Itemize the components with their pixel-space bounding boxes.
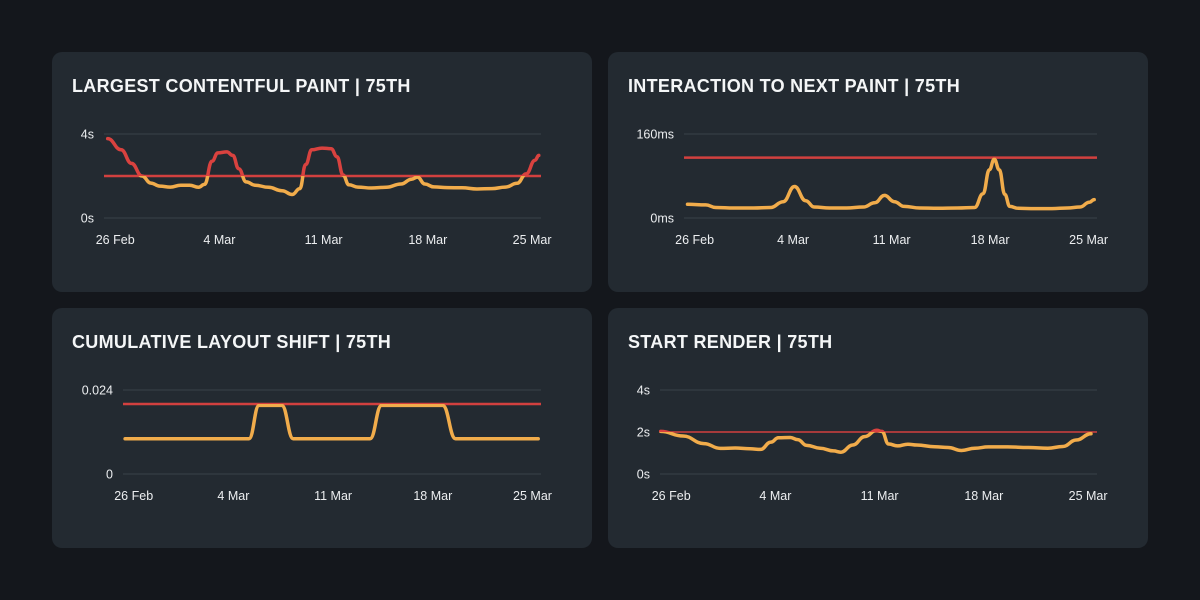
x-axis-label: 18 Mar: [964, 489, 1003, 503]
x-axis-label: 4 Mar: [203, 233, 235, 247]
series-line-below-budget: [685, 157, 1096, 211]
y-axis-label: 0.024: [82, 384, 113, 398]
y-axis-label: 4s: [637, 384, 650, 398]
series-line-below-budget: [138, 176, 526, 197]
x-axis-label: 11 Mar: [861, 489, 899, 503]
x-axis-label: 26 Feb: [114, 489, 153, 503]
start-render-chart-title: START RENDER | 75TH: [628, 332, 833, 352]
series-line-below-budget: [123, 404, 540, 441]
lcp-chart-title: LARGEST CONTENTFUL PAINT | 75TH: [72, 76, 411, 96]
series-line-above-budget: [105, 136, 541, 176]
y-axis-label: 0ms: [650, 212, 674, 226]
inp-chart-card: INTERACTION TO NEXT PAINT | 75TH 160ms 0m…: [608, 52, 1148, 292]
y-axis-label: 4s: [81, 128, 94, 142]
x-axis-label: 26 Feb: [652, 489, 691, 503]
x-axis-label: 18 Mar: [408, 233, 447, 247]
x-axis-label: 25 Mar: [1069, 233, 1108, 247]
y-axis-label: 160ms: [636, 128, 674, 142]
x-axis-label: 11 Mar: [305, 233, 343, 247]
cls-chart-card: CUMULATIVE LAYOUT SHIFT | 75TH 0.024 0 26 …: [52, 308, 592, 548]
x-axis-label: 4 Mar: [777, 233, 809, 247]
series-line-below-budget: [659, 432, 1093, 454]
x-axis-label: 18 Mar: [413, 489, 452, 503]
y-axis-label: 0s: [637, 468, 650, 482]
inp-chart-title: INTERACTION TO NEXT PAINT | 75TH: [628, 76, 960, 96]
lcp-chart-card: LARGEST CONTENTFUL PAINT | 75TH 4s 0s 26 F…: [52, 52, 592, 292]
x-axis-label: 11 Mar: [314, 489, 352, 503]
y-axis-label: 2s: [637, 426, 650, 440]
y-axis-label: 0s: [81, 212, 94, 226]
series-line-above-budget: [257, 403, 444, 404]
x-axis-label: 18 Mar: [971, 233, 1010, 247]
x-axis-label: 25 Mar: [513, 489, 552, 503]
cls-chart-title: CUMULATIVE LAYOUT SHIFT | 75TH: [72, 332, 392, 352]
x-axis-label: 11 Mar: [873, 233, 911, 247]
x-axis-label: 4 Mar: [217, 489, 249, 503]
cls-chart: 0.024 026 Feb 4 Mar 11 Mar 18 Mar 25 Mar: [82, 384, 552, 504]
x-axis-label: 4 Mar: [759, 489, 791, 503]
x-axis-label: 26 Feb: [675, 233, 714, 247]
y-axis-label: 0: [106, 468, 113, 482]
x-axis-label: 26 Feb: [96, 233, 135, 247]
start-render-chart-card: START RENDER | 75TH 4s 2s 0s 26 Feb 4 Mar 11 …: [608, 308, 1148, 548]
x-axis-label: 25 Mar: [513, 233, 552, 247]
x-axis-label: 25 Mar: [1069, 489, 1108, 503]
